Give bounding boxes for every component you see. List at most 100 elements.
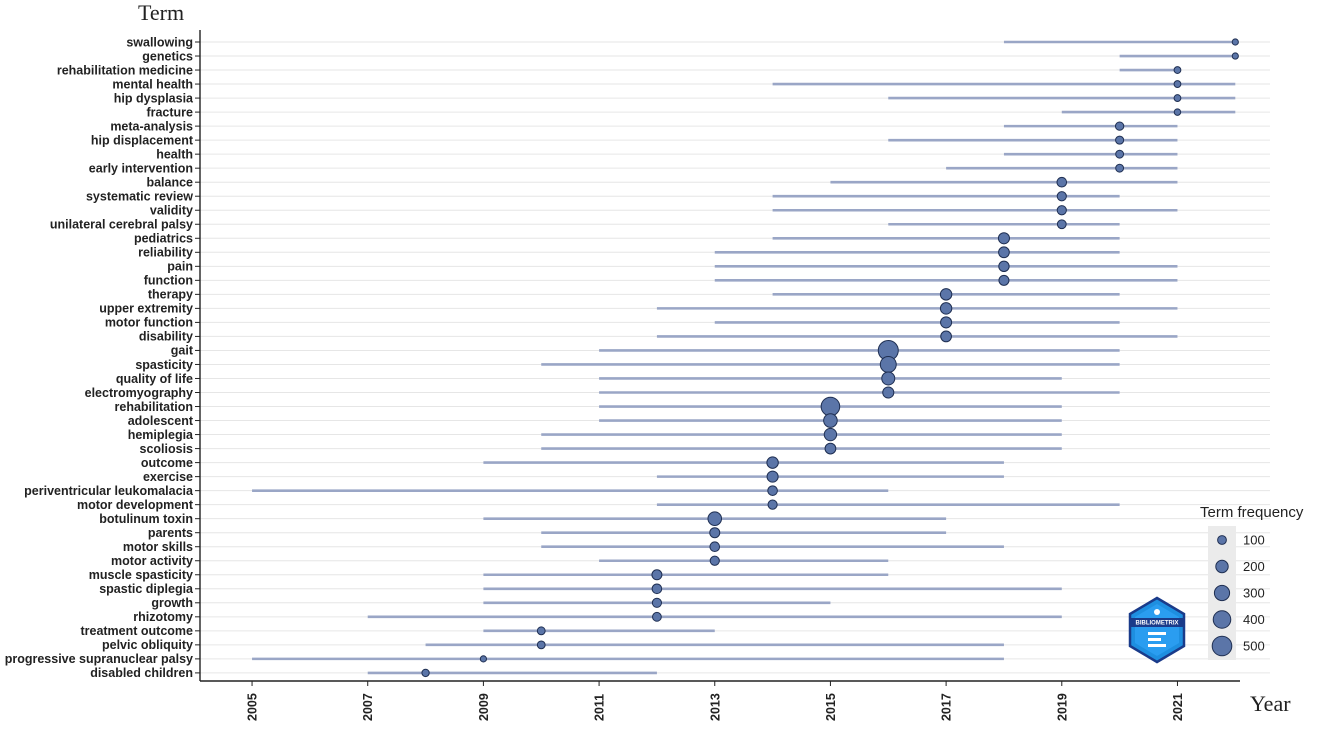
term-peak-point	[940, 316, 953, 329]
term-label: exercise	[143, 470, 193, 484]
term-peak-point	[421, 668, 430, 678]
term-label: validity	[150, 204, 193, 218]
term-peak-point	[1056, 176, 1068, 188]
bibliometrix-logo: BIBLIOMETRIX	[1128, 596, 1186, 664]
x-tick-label: 2005	[246, 693, 260, 721]
term-peak-point	[1173, 94, 1182, 102]
logo-text: BIBLIOMETRIX	[1136, 621, 1179, 627]
term-label: therapy	[148, 288, 193, 302]
term-peak-point	[767, 499, 778, 510]
y-axis-title: Term	[138, 0, 184, 25]
term-label: hemiplegia	[128, 428, 194, 442]
term-label: balance	[146, 176, 193, 190]
term-peak-point	[709, 541, 721, 553]
term-label: rhizotomy	[133, 610, 193, 624]
x-tick-label: 2011	[593, 694, 607, 721]
term-peak-point	[882, 386, 895, 399]
term-peak-point	[820, 396, 841, 417]
term-peak-point	[479, 655, 488, 663]
term-label: botulinum toxin	[99, 512, 193, 526]
term-peak-point	[998, 274, 1010, 286]
term-peak-point	[709, 527, 721, 539]
term-peak-point	[767, 485, 778, 496]
term-peak-point	[1056, 219, 1067, 230]
term-label: rehabilitation	[115, 400, 193, 414]
term-label: unilateral cerebral palsy	[50, 218, 193, 232]
term-label: muscle spasticity	[89, 568, 193, 582]
term-peak-point	[997, 232, 1010, 245]
x-tick-label: 2021	[1171, 693, 1185, 721]
legend-size-label: 300	[1243, 586, 1265, 601]
legend-size-key	[1213, 584, 1231, 602]
term-label: swallowing	[126, 35, 193, 49]
term-label: health	[156, 147, 193, 161]
legend: Term frequency 100 200 300 400 500	[1200, 504, 1304, 660]
x-tick-label: 2017	[940, 693, 954, 721]
x-ticks: 2005 2007 2009 2011 2013 2015 2017 2019 2021	[246, 681, 1185, 721]
term-label: mental health	[112, 77, 193, 91]
term-label: disabled children	[90, 666, 193, 680]
term-label: motor skills	[123, 540, 193, 554]
x-tick-label: 2019	[1055, 693, 1069, 721]
term-label: hip displacement	[91, 133, 194, 147]
legend-size-label: 100	[1243, 533, 1265, 548]
x-tick-label: 2015	[824, 693, 838, 721]
term-label: scoliosis	[140, 442, 194, 456]
term-peak-point	[1056, 205, 1067, 216]
term-peak-point	[652, 611, 662, 622]
term-label: early intervention	[89, 161, 193, 175]
term-label: parents	[148, 526, 193, 540]
term-peak-point	[1231, 38, 1239, 46]
legend-size-key	[1212, 610, 1232, 629]
term-peak-point	[879, 355, 897, 373]
term-label: progressive supranuclear palsy	[5, 652, 193, 666]
term-peak-point	[881, 371, 896, 386]
term-label: quality of life	[116, 372, 193, 386]
term-peak-point	[651, 597, 663, 608]
term-peak-point	[823, 427, 838, 442]
term-peak-point	[651, 583, 663, 595]
term-peak-point	[536, 640, 546, 650]
term-range-lines	[252, 40, 1236, 675]
legend-title: Term frequency	[1200, 504, 1304, 521]
term-label: reliability	[138, 246, 193, 260]
axes	[199, 30, 1240, 682]
term-label: spastic diplegia	[99, 582, 194, 596]
term-label: hip dysplasia	[114, 91, 194, 105]
term-label: upper extremity	[99, 302, 193, 316]
term-label: motor function	[105, 316, 193, 330]
term-label: periventricular leukomalacia	[24, 484, 194, 498]
term-peak-point	[939, 288, 953, 301]
term-label: meta-analysis	[110, 119, 193, 133]
term-label: rehabilitation medicine	[57, 63, 193, 77]
term-peak-point	[1115, 149, 1125, 159]
term-peak-point	[940, 330, 952, 343]
term-peak-point	[1173, 66, 1182, 74]
term-peak-point	[1231, 52, 1239, 60]
term-peak-point	[998, 246, 1010, 259]
legend-size-label: 400	[1243, 612, 1265, 627]
term-label: electromyography	[85, 386, 193, 400]
term-label: function	[144, 274, 193, 288]
legend-size-key	[1215, 559, 1229, 574]
x-tick-label: 2013	[708, 693, 722, 721]
term-label: genetics	[142, 49, 193, 63]
gridlines	[200, 41, 1270, 674]
term-peak-point	[651, 569, 663, 581]
term-peak-point	[1173, 108, 1182, 116]
term-peak-point	[1115, 135, 1125, 145]
x-tick-label: 2007	[361, 693, 375, 721]
term-peak-point	[766, 470, 779, 483]
term-peak-point	[536, 626, 546, 636]
legend-size-key	[1217, 535, 1227, 545]
term-peak-point	[766, 456, 779, 469]
term-peak-point	[998, 260, 1010, 273]
term-peak-point	[707, 511, 723, 526]
legend-size-label: 200	[1243, 559, 1265, 574]
term-peak-point	[823, 413, 838, 428]
term-label: fracture	[146, 105, 193, 119]
x-tick-label: 2009	[477, 693, 491, 721]
term-label: pain	[167, 260, 193, 274]
